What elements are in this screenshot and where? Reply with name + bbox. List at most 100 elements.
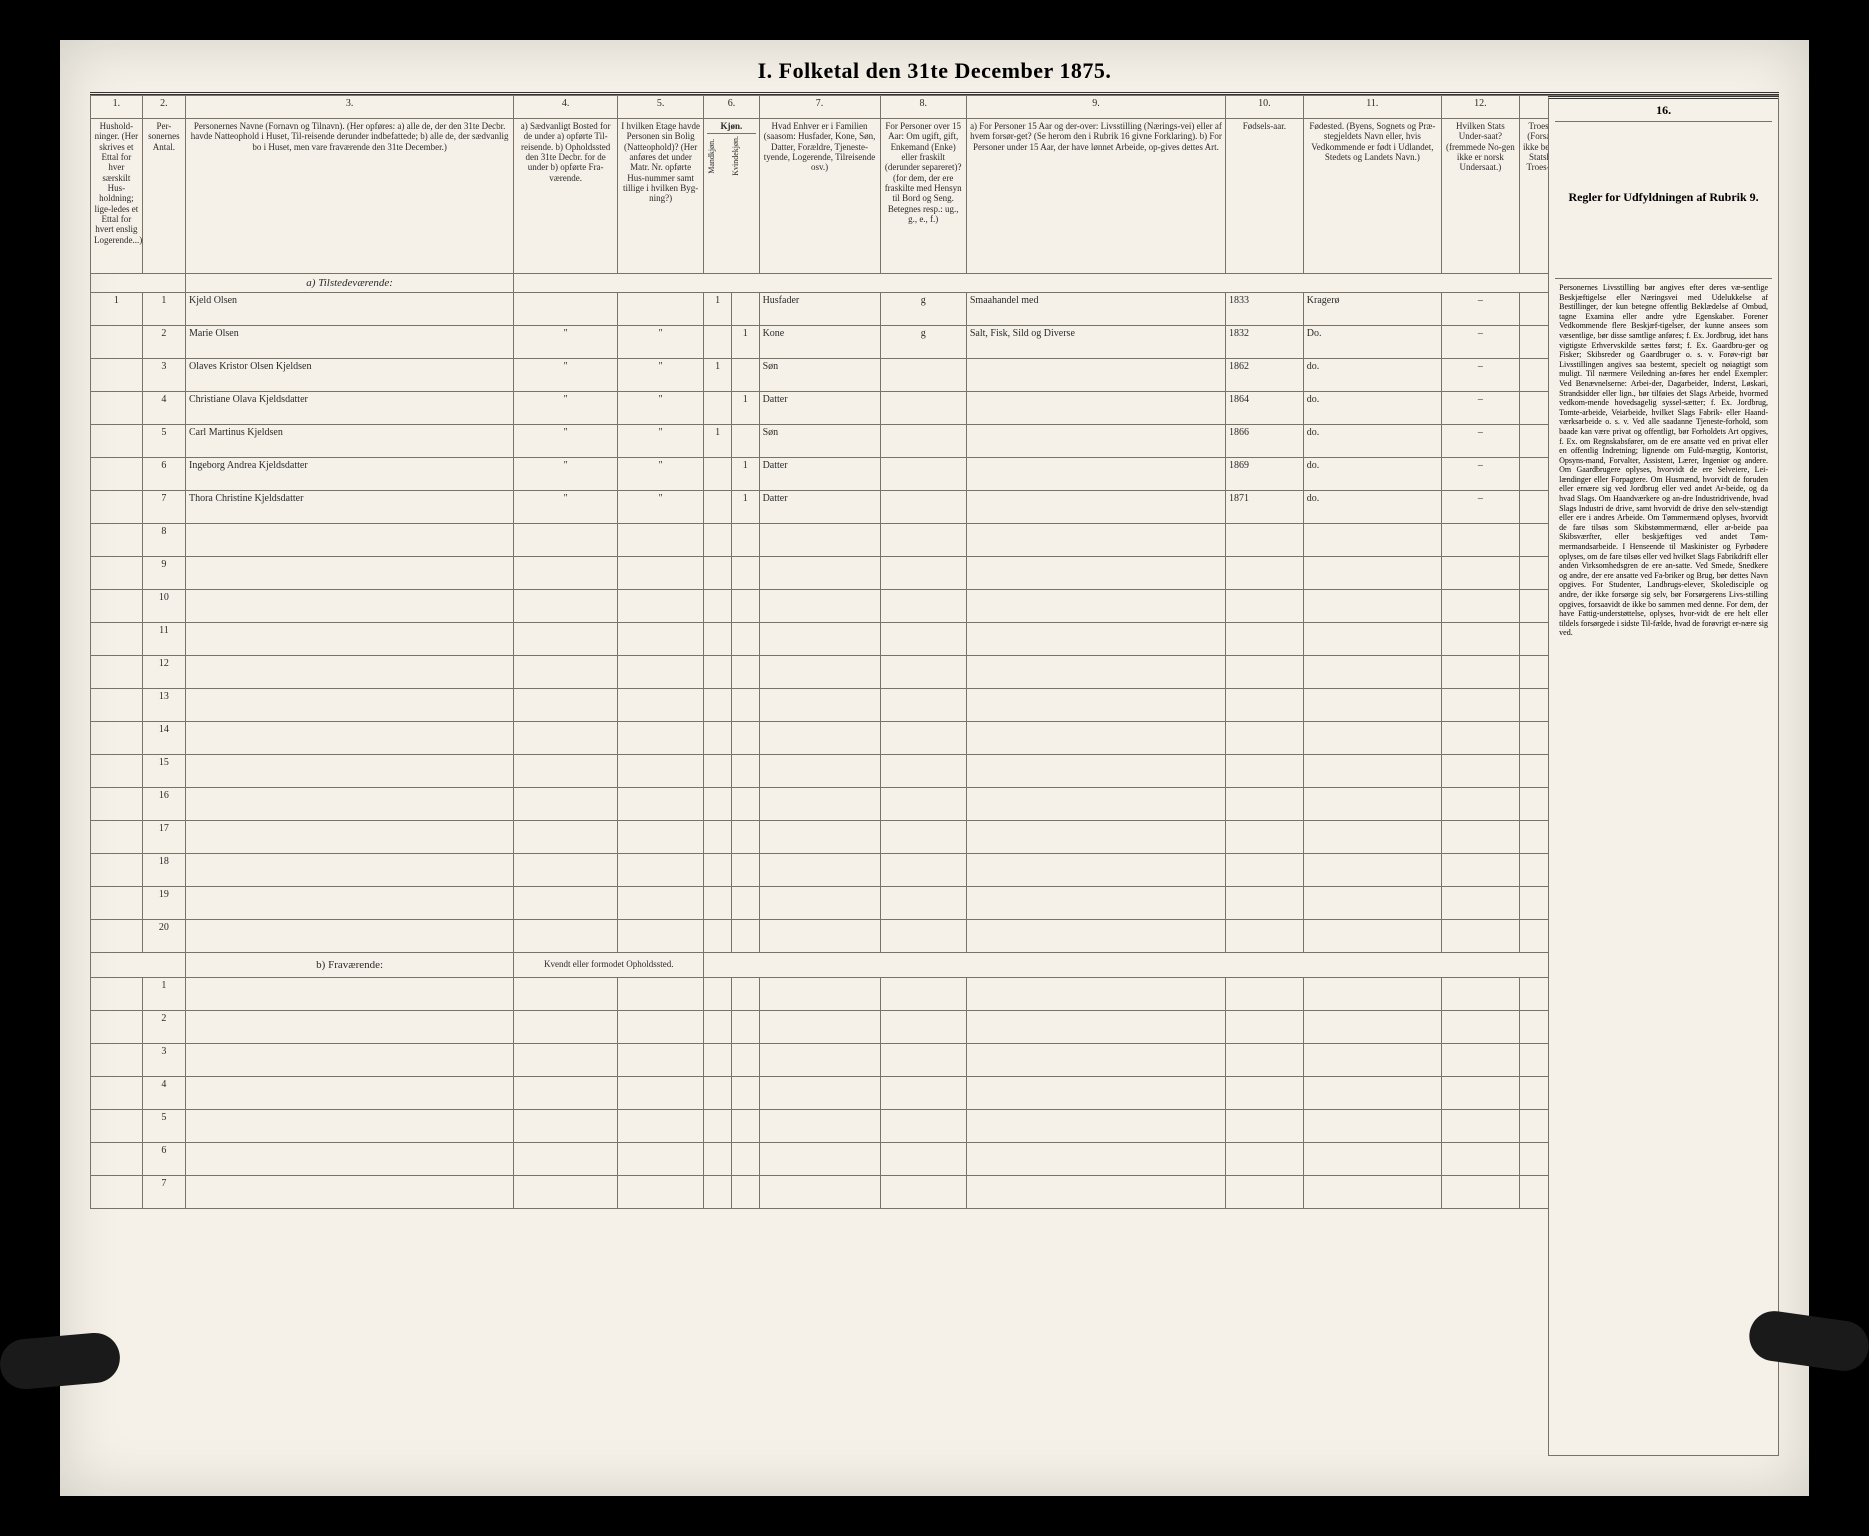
cell-occ: Salt, Fisk, Sild og Diverse [966, 326, 1225, 359]
cell-civ [880, 458, 966, 491]
colnum-16: 16. [1555, 103, 1772, 122]
hdr-4: a) Sædvanligt Bosted for de under a) opf… [514, 119, 618, 274]
cell-4: " [514, 392, 618, 425]
page-title: I. Folketal den 31te December 1875. [60, 40, 1809, 92]
cell-male [704, 458, 732, 491]
cell-name: Carl Martinus Kjeldsen [185, 425, 513, 458]
colnum-1: 1. [91, 96, 143, 119]
cell-year: 1864 [1226, 392, 1304, 425]
empty-row-b: 7 [91, 1176, 1779, 1209]
empty-row-b: 5 [91, 1110, 1779, 1143]
cell-year: 1832 [1226, 326, 1304, 359]
hdr-12: Hvilken Stats Under-saat? (fremmede No-g… [1441, 119, 1519, 274]
cell-fam: Søn [759, 425, 880, 458]
table-row: 5Carl Martinus Kjeldsen""1Søn1866do.–––– [91, 425, 1779, 458]
cell-5: " [617, 458, 703, 491]
cell-5: " [617, 326, 703, 359]
cell-fam: Datter [759, 458, 880, 491]
cell-4: " [514, 458, 618, 491]
cell-female: 1 [731, 491, 759, 524]
cell-female [731, 293, 759, 326]
cell-name: Christiane Olava Kjeldsdatter [185, 392, 513, 425]
cell-name: Ingeborg Andrea Kjeldsdatter [185, 458, 513, 491]
cell-female: 1 [731, 326, 759, 359]
colnum-7: 7. [759, 96, 880, 119]
cell-male [704, 392, 732, 425]
census-table: 1. 2. 3. 4. 5. 6. 7. 8. 9. 10. 11. 12. 1… [90, 95, 1779, 1209]
cell-fam: Husfader [759, 293, 880, 326]
cell-male [704, 326, 732, 359]
empty-row: 11 [91, 623, 1779, 656]
cell-name: Marie Olsen [185, 326, 513, 359]
hdr-9: a) For Personer 15 Aar og der-over: Livs… [966, 119, 1225, 274]
cell-5: " [617, 392, 703, 425]
empty-row: 19 [91, 887, 1779, 920]
cell-4: " [514, 491, 618, 524]
hdr-2: Per-sonernes Antal. [142, 119, 185, 274]
empty-row-b: 1 [91, 978, 1779, 1011]
cell-n: 4 [142, 392, 185, 425]
cell-n: 3 [142, 359, 185, 392]
cell-occ [966, 491, 1225, 524]
cell-year: 1862 [1226, 359, 1304, 392]
cell-name: Kjeld Olsen [185, 293, 513, 326]
colnum-10: 10. [1226, 96, 1304, 119]
section-b: b) Fraværende: Kvendt eller formodet Oph… [91, 953, 1779, 978]
cell-n: 2 [142, 326, 185, 359]
cell-year: 1869 [1226, 458, 1304, 491]
cell-occ [966, 425, 1225, 458]
cell-occ [966, 359, 1225, 392]
cell-hh [91, 392, 143, 425]
cell-4 [514, 293, 618, 326]
hdr-10: Fødsels-aar. [1226, 119, 1304, 274]
cell-hh [91, 458, 143, 491]
rules-text: Personernes Livsstilling bør angives eft… [1555, 279, 1772, 642]
cell-civ [880, 359, 966, 392]
cell-n: 1 [142, 293, 185, 326]
cell-place: do. [1303, 392, 1441, 425]
cell-civ: g [880, 326, 966, 359]
cell-year: 1871 [1226, 491, 1304, 524]
cell-occ: Smaahandel med [966, 293, 1225, 326]
cell-n: 7 [142, 491, 185, 524]
cell-female: 1 [731, 458, 759, 491]
cell-5: " [617, 359, 703, 392]
cell-hh [91, 359, 143, 392]
colnum-8: 8. [880, 96, 966, 119]
cell-hh [91, 326, 143, 359]
empty-row: 16 [91, 788, 1779, 821]
section-a: a) Tilstedeværende: [91, 274, 1779, 293]
empty-row: 20 [91, 920, 1779, 953]
table-row: 7Thora Christine Kjeldsdatter""1Datter18… [91, 491, 1779, 524]
cell-civ [880, 491, 966, 524]
hdr-11: Fødested. (Byens, Sognets og Præ-stegjel… [1303, 119, 1441, 274]
cell-12: – [1441, 491, 1519, 524]
colnum-11: 11. [1303, 96, 1441, 119]
colnum-9: 9. [966, 96, 1225, 119]
cell-occ [966, 458, 1225, 491]
cell-civ [880, 425, 966, 458]
cell-place: do. [1303, 425, 1441, 458]
empty-row: 8 [91, 524, 1779, 557]
cell-n: 5 [142, 425, 185, 458]
cell-n: 6 [142, 458, 185, 491]
rules-column: 16. Regler for Udfyldningen af Rubrik 9.… [1548, 96, 1779, 1456]
colnum-row: 1. 2. 3. 4. 5. 6. 7. 8. 9. 10. 11. 12. 1… [91, 96, 1779, 119]
empty-row: 17 [91, 821, 1779, 854]
cell-12: – [1441, 458, 1519, 491]
empty-row: 14 [91, 722, 1779, 755]
cell-female: 1 [731, 392, 759, 425]
cell-occ [966, 392, 1225, 425]
cell-hh [91, 491, 143, 524]
table-row: 6Ingeborg Andrea Kjeldsdatter""1Datter18… [91, 458, 1779, 491]
empty-row-b: 3 [91, 1044, 1779, 1077]
table-row: 11Kjeld Olsen1HusfadergSmaahandel med183… [91, 293, 1779, 326]
hdr-8: For Personer over 15 Aar: Om ugift, gift… [880, 119, 966, 274]
hdr-7: Hvad Enhver er i Familien (saasom: Husfa… [759, 119, 880, 274]
rules-title: Regler for Udfyldningen af Rubrik 9. [1555, 122, 1772, 279]
colnum-6: 6. [704, 96, 759, 119]
cell-fam: Datter [759, 392, 880, 425]
cell-year: 1833 [1226, 293, 1304, 326]
cell-12: – [1441, 293, 1519, 326]
cell-female [731, 359, 759, 392]
